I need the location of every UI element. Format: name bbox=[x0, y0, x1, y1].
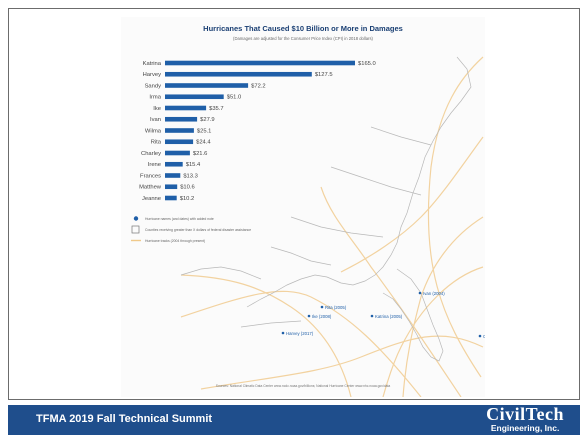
data-label: $10.2 bbox=[180, 196, 195, 202]
legend-label: Counties receiving greater than X dollar… bbox=[145, 228, 251, 232]
bar bbox=[165, 71, 312, 77]
footer-title: TFMA 2019 Fall Technical Summit bbox=[36, 413, 213, 425]
legend-label: Hurricane tracks (2004 through present) bbox=[145, 239, 205, 243]
bar bbox=[165, 116, 198, 122]
bar bbox=[165, 60, 355, 66]
bar bbox=[165, 94, 224, 100]
chart-svg: Hurricanes That Caused $10 Billion or Mo… bbox=[131, 24, 588, 398]
map-label-dot bbox=[370, 314, 374, 318]
bar bbox=[165, 184, 178, 190]
map-label: Ivan (2004) bbox=[423, 291, 445, 296]
category-label: Harvey bbox=[143, 72, 161, 78]
category-label: Frances bbox=[140, 173, 161, 179]
category-label: Irma bbox=[149, 95, 161, 101]
data-label: $15.4 bbox=[186, 162, 201, 168]
legend-marker-dot bbox=[133, 216, 139, 221]
data-label: $127.5 bbox=[315, 72, 333, 78]
legend-label: Hurricane names (and dates) with added n… bbox=[145, 217, 214, 221]
bar-chart: Hurricanes That Caused $10 Billion or Mo… bbox=[131, 24, 588, 388]
logo-main-text: CivilTech bbox=[486, 404, 564, 424]
data-label: $13.3 bbox=[183, 173, 198, 179]
bar bbox=[165, 161, 183, 167]
hurricane-tracks bbox=[180, 56, 484, 398]
map-label-dot bbox=[307, 314, 311, 318]
map-outline bbox=[180, 56, 472, 362]
category-label: Jeanne bbox=[142, 196, 161, 202]
category-label: Wilma bbox=[145, 128, 162, 134]
bar bbox=[165, 83, 249, 88]
map-label-dot bbox=[418, 291, 422, 295]
data-label: $24.4 bbox=[196, 140, 211, 146]
data-label: $27.9 bbox=[200, 117, 215, 123]
map-label-dot bbox=[320, 305, 324, 309]
chart-title: Hurricanes That Caused $10 Billion or Mo… bbox=[203, 24, 403, 33]
map-label: Harvey (2017) bbox=[286, 331, 314, 336]
category-label: Sandy bbox=[145, 83, 162, 89]
data-label: $35.7 bbox=[209, 106, 224, 112]
map-label: Ike (2008) bbox=[312, 314, 332, 319]
map-label: Rita (2005) bbox=[325, 305, 347, 310]
data-label: $165.0 bbox=[358, 61, 376, 67]
data-label: $25.1 bbox=[197, 128, 212, 134]
data-label: $10.6 bbox=[180, 185, 195, 191]
map-label: Katrina (2005) bbox=[375, 314, 403, 319]
map-label-dot bbox=[281, 331, 285, 335]
slide-frame: Hurricanes That Caused $10 Billion or Mo… bbox=[8, 8, 588, 400]
bar bbox=[165, 128, 194, 133]
bar bbox=[165, 105, 207, 111]
civiltech-logo: CivilTech Engineering, Inc. bbox=[486, 405, 564, 433]
category-label: Ike bbox=[153, 106, 161, 112]
chart-subtitle: (Damages are adjusted for the Consumer P… bbox=[233, 36, 373, 41]
bar bbox=[165, 195, 177, 201]
category-label: Matthew bbox=[139, 185, 162, 191]
slide-footer: TFMA 2019 Fall Technical Summit CivilTec… bbox=[8, 405, 580, 435]
logo-sub-text: Engineering, Inc. bbox=[490, 423, 560, 433]
category-label: Katrina bbox=[143, 61, 162, 67]
bar bbox=[165, 150, 190, 156]
map-label-dot bbox=[478, 334, 482, 338]
category-label: Ivan bbox=[150, 117, 161, 123]
legend-marker-box bbox=[131, 225, 140, 234]
chart-source: Sources: National Climatic Data Center w… bbox=[216, 384, 391, 388]
category-label: Irene bbox=[148, 162, 161, 168]
bar bbox=[165, 173, 181, 178]
data-label: $72.2 bbox=[251, 83, 266, 89]
category-label: Charley bbox=[141, 151, 161, 157]
map-label: Charley (2004) bbox=[483, 334, 485, 339]
data-label: $51.0 bbox=[227, 95, 242, 101]
bar bbox=[165, 139, 194, 145]
hurricane-figure: Hurricanes That Caused $10 Billion or Mo… bbox=[121, 17, 588, 398]
data-label: $21.6 bbox=[193, 151, 208, 157]
category-label: Rita bbox=[151, 140, 162, 146]
